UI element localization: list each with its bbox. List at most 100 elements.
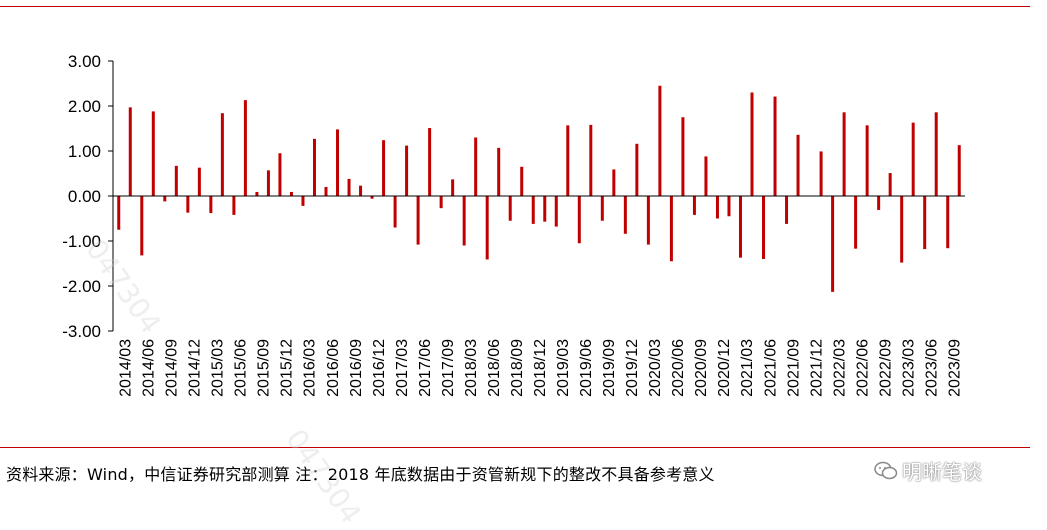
bar [727,196,730,216]
bar [785,196,788,224]
bar [716,196,719,219]
bar [313,139,316,196]
x-tick-label: 2021/03 [739,339,756,397]
x-tick-label: 2023/03 [900,339,917,397]
x-tick-label: 2019/12 [624,339,641,397]
bar [290,192,293,196]
bar [866,125,869,196]
x-tick-label: 2023/09 [946,339,963,397]
wechat-watermark: 明晰笔谈 [874,456,982,485]
bar [555,196,558,227]
x-tick-label: 2016/06 [325,339,342,397]
y-tick-label: 0.00 [68,187,101,206]
bar [774,97,777,196]
bars [117,86,960,292]
bar [820,151,823,196]
bar [520,167,523,196]
x-tick-label: 2018/09 [509,339,526,397]
x-tick-label: 2021/09 [785,339,802,397]
bar [589,125,592,196]
bar [440,196,443,208]
x-tick-label: 2016/12 [371,339,388,397]
bar [509,196,512,221]
bar [877,196,880,210]
bar [278,153,281,196]
bar [267,170,270,196]
x-tick-label: 2018/03 [463,339,480,397]
x-tick-label: 2017/03 [394,339,411,397]
x-tick-label: 2015/12 [279,339,296,397]
bar [336,129,339,196]
brand-watermark: 明晰笔谈 [902,456,982,485]
bar [543,196,546,222]
bar [129,107,132,196]
wechat-icon [874,461,898,481]
bar [578,196,581,243]
bar [831,196,834,292]
bar [117,196,120,230]
bar [382,140,385,196]
x-tick-label: 2015/06 [233,339,250,397]
bar [152,111,155,196]
bar [463,196,466,246]
y-tick-label: 2.00 [68,97,101,116]
x-tick-label: 2022/06 [854,339,871,397]
x-tick-label: 2020/06 [670,339,687,397]
bar [209,196,212,213]
bar [958,145,961,196]
x-tick-label: 2014/09 [164,339,181,397]
bar [647,196,650,245]
bar [359,186,362,196]
bar [428,128,431,196]
bar [693,196,696,215]
bar [244,100,247,196]
bar [566,125,569,196]
bar [417,196,420,245]
x-tick-label: 2019/03 [555,339,572,397]
bar [923,196,926,249]
x-tick-label: 2014/06 [141,339,158,397]
x-tick-label: 2017/06 [417,339,434,397]
bar [935,112,938,196]
x-tick-label: 2019/09 [601,339,618,397]
x-tick-label: 2014/12 [187,339,204,397]
bar [762,196,765,259]
bar [186,196,189,213]
bottom-rule [0,447,1030,448]
bar [301,196,304,206]
bar [348,179,351,196]
bar [325,187,328,196]
x-tick-label: 2017/09 [440,339,457,397]
bar [497,148,500,196]
bar [394,196,397,228]
y-tick-label: 1.00 [68,142,101,161]
bar [854,196,857,249]
bar [797,135,800,196]
bar [601,196,604,221]
bar [175,166,178,196]
bar [946,196,949,248]
y-tick-label: -3.00 [62,322,101,341]
x-tick-label: 2020/03 [647,339,664,397]
x-tick-label: 2022/09 [877,339,894,397]
bar [163,196,166,201]
bar [624,196,627,234]
x-tick-label: 2020/09 [693,339,710,397]
bar [704,156,707,196]
bar [474,138,477,197]
bar [486,196,489,259]
x-tick-label: 2022/03 [831,339,848,397]
bar [900,196,903,263]
bar [255,192,258,196]
bar [912,123,915,196]
bar [405,146,408,196]
bar [635,144,638,196]
y-axis: 3.002.001.000.00-1.00-2.00-3.00 [62,52,113,341]
bar [232,196,235,215]
x-tick-label: 2021/12 [808,339,825,397]
y-tick-label: 3.00 [68,52,101,71]
bar [532,196,535,224]
x-tick-label: 2023/06 [923,339,940,397]
